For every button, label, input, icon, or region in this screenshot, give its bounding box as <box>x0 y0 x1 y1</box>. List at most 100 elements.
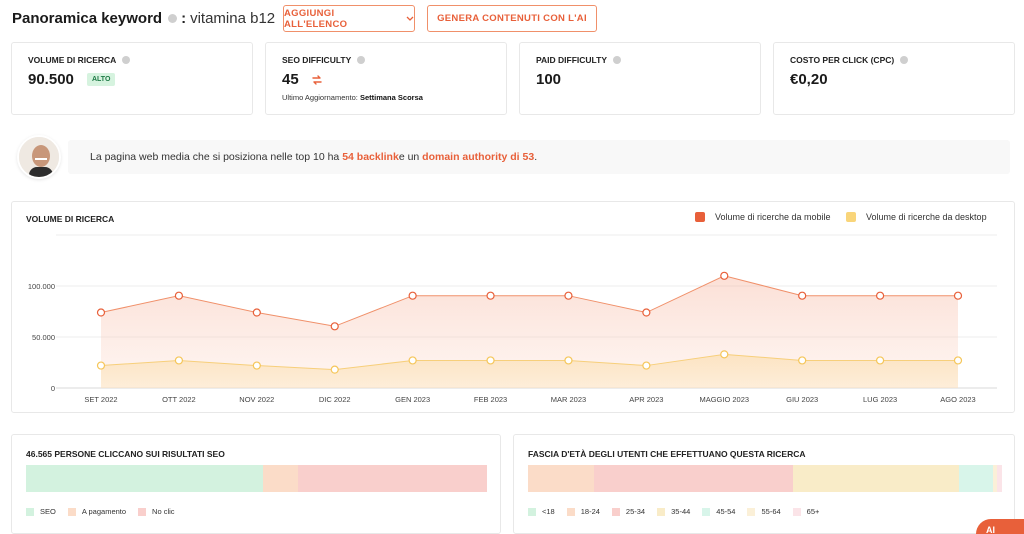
legend-swatch <box>566 507 575 516</box>
legend-label: 55-64 <box>761 507 781 516</box>
last-update-label: Ultimo Aggiornamento: <box>282 93 358 102</box>
question-icon[interactable] <box>612 56 621 64</box>
y-tick-label: 0 <box>51 384 55 393</box>
cpc-value: €0,20 <box>790 71 828 88</box>
desktop-point <box>486 356 495 365</box>
desktop-point <box>96 361 106 370</box>
question-icon[interactable] <box>357 56 366 64</box>
mobile-point <box>330 322 339 331</box>
mobile-point <box>875 291 885 300</box>
tip-text-pre: La pagina web media che si posiziona nel… <box>90 151 340 163</box>
desktop-point <box>642 361 651 370</box>
desktop-point <box>408 356 417 365</box>
legend-label: 65+ <box>806 507 820 516</box>
legend-desktop[interactable]: Volume di ricerche da desktop <box>846 212 987 222</box>
mobile-point <box>252 308 261 317</box>
last-update-value: Settimana Scorsa <box>359 93 423 102</box>
refresh-icon[interactable] <box>310 73 324 87</box>
add-to-list-label: AGGIUNGI ALL'ELENCO <box>284 7 348 30</box>
legend-swatch <box>792 507 801 516</box>
legend-label: <18 <box>542 507 555 516</box>
x-tick-label: LUG 2023 <box>863 395 897 404</box>
legend-swatch <box>528 507 536 516</box>
seo-difficulty-value: 45 <box>282 71 299 88</box>
title-colon: : <box>181 9 187 27</box>
legend-swatch <box>747 507 756 516</box>
clicks-bar <box>26 465 487 492</box>
desktop-point <box>564 356 573 365</box>
x-tick-label: OTT 2022 <box>162 395 196 404</box>
legend-mobile[interactable]: Volume di ricerche da mobile <box>695 212 831 222</box>
legend-swatch <box>26 507 34 516</box>
legend-item: 65+ <box>792 507 820 516</box>
x-tick-label: APR 2023 <box>629 395 663 404</box>
bar-segment <box>528 465 595 492</box>
bar-segment <box>594 465 794 492</box>
legend-desktop-swatch <box>846 212 856 222</box>
legend-item: SEO <box>26 507 56 516</box>
desktop-point <box>875 356 885 365</box>
legend-swatch <box>138 507 147 516</box>
bar-segment <box>297 465 487 492</box>
legend-item: 45-54 <box>702 507 735 516</box>
mobile-point <box>174 291 184 300</box>
paid-difficulty-value: 100 <box>536 71 562 88</box>
x-tick-label: NOV 2022 <box>239 395 274 404</box>
mobile-point <box>953 291 963 300</box>
x-tick-label: AGO 2023 <box>940 395 975 404</box>
legend-label: 25-34 <box>625 507 646 516</box>
legend-swatch <box>67 507 76 516</box>
mobile-line <box>100 275 958 327</box>
cpc-label-row: COSTO PER CLICK (CPC) <box>790 55 909 65</box>
legend-item: 25-34 <box>611 507 646 516</box>
add-to-list-button[interactable]: AGGIUNGI ALL'ELENCO <box>283 5 415 32</box>
question-icon[interactable] <box>122 56 131 64</box>
bar-segment <box>959 465 993 492</box>
legend-item: <18 <box>528 507 555 516</box>
x-tick-label: GIU 2023 <box>786 395 818 404</box>
legend-item: No clic <box>138 507 175 516</box>
bar-segment <box>997 465 1002 492</box>
tip-domain-authority: domain authority di 53 <box>422 151 535 163</box>
avatar <box>17 135 61 179</box>
tip-text-mid: e un <box>398 151 420 163</box>
tip-text-post: . <box>534 151 538 163</box>
x-tick-label: MAGGIO 2023 <box>699 395 749 404</box>
legend-item: 18-24 <box>566 507 600 516</box>
mobile-point <box>798 291 807 300</box>
search-volume-chart-panel: VOLUME DI RICERCA Volume di ricerche da … <box>11 201 1015 413</box>
legend-label: 45-54 <box>716 507 736 516</box>
mobile-point <box>564 291 573 300</box>
generate-ai-content-button[interactable]: GENERA CONTENUTI CON L'AI <box>427 5 597 32</box>
mobile-point <box>720 271 729 280</box>
mobile-point <box>642 308 651 317</box>
x-tick-label: DIC 2022 <box>319 395 351 404</box>
cpc-card: COSTO PER CLICK (CPC) €0,20 <box>773 42 1015 115</box>
clicks-panel: 46.565 PERSONE CLICCANO SUI RISULTATI SE… <box>11 434 501 534</box>
age-title: FASCIA D'ETÀ DEGLI UTENTI CHE EFFETTUANO… <box>528 449 806 459</box>
seo-difficulty-label-row: SEO DIFFICULTY <box>282 55 366 65</box>
paid-difficulty-card: PAID DIFFICULTY 100 <box>519 42 761 115</box>
y-tick-label: 100.000 <box>28 282 55 291</box>
last-update: Ultimo Aggiornamento: Settimana Scorsa <box>282 93 423 102</box>
desktop-point <box>174 356 184 365</box>
info-icon[interactable] <box>168 13 178 23</box>
chart-title: VOLUME DI RICERCA <box>26 214 115 224</box>
bar-segment <box>992 465 998 492</box>
x-tick-label: SET 2022 <box>84 395 117 404</box>
question-icon[interactable] <box>900 56 909 64</box>
y-tick-label: 50.000 <box>32 333 55 342</box>
chevron-down-icon <box>406 16 414 21</box>
mobile-point <box>408 291 417 300</box>
legend-label: 18-24 <box>580 507 600 516</box>
ai-floating-button[interactable]: AI <box>976 519 1024 534</box>
volume-badge: ALTO <box>87 73 116 86</box>
desktop-point <box>720 350 729 359</box>
avatar-image <box>19 137 59 177</box>
bar-segment <box>793 465 960 492</box>
page-header: Panoramica keyword : vitamina b12 <box>12 5 275 31</box>
desktop-point <box>953 356 963 365</box>
paid-difficulty-label-row: PAID DIFFICULTY <box>536 55 621 65</box>
legend-label: 35-44 <box>671 507 691 516</box>
bar-segment <box>263 465 298 492</box>
